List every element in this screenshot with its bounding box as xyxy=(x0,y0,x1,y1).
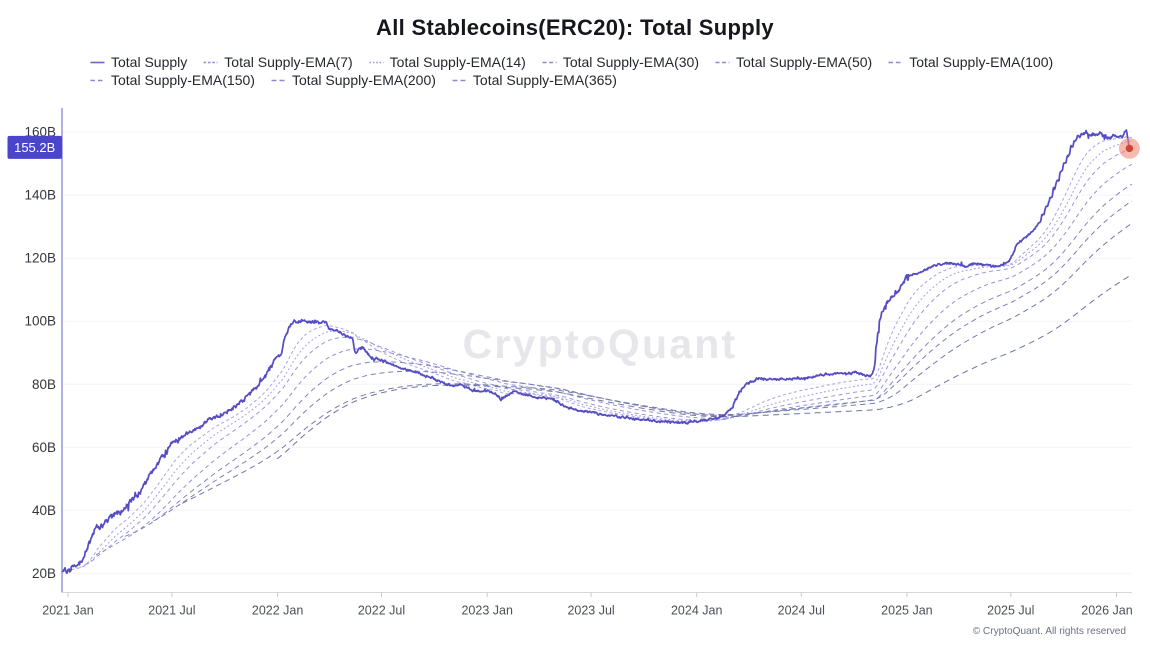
svg-text:60B: 60B xyxy=(32,440,56,455)
svg-text:2023 Jan: 2023 Jan xyxy=(461,604,512,618)
svg-text:80B: 80B xyxy=(32,377,56,392)
svg-text:CryptoQuant: CryptoQuant xyxy=(463,321,738,367)
svg-text:2024 Jul: 2024 Jul xyxy=(778,604,825,618)
svg-text:20B: 20B xyxy=(32,566,56,581)
svg-text:140B: 140B xyxy=(24,188,56,203)
svg-text:120B: 120B xyxy=(24,251,56,266)
svg-text:2025 Jul: 2025 Jul xyxy=(987,604,1034,618)
svg-text:155.2B: 155.2B xyxy=(14,140,55,155)
svg-text:160B: 160B xyxy=(24,125,56,140)
svg-text:2022 Jan: 2022 Jan xyxy=(252,604,303,618)
svg-text:2021 Jan: 2021 Jan xyxy=(42,604,93,618)
svg-text:2021 Jul: 2021 Jul xyxy=(148,604,195,618)
svg-text:© CryptoQuant. All rights rese: © CryptoQuant. All rights reserved xyxy=(973,626,1126,637)
svg-text:100B: 100B xyxy=(24,314,56,329)
svg-text:2023 Jul: 2023 Jul xyxy=(567,604,614,618)
svg-text:2022 Jul: 2022 Jul xyxy=(358,604,405,618)
svg-text:40B: 40B xyxy=(32,503,56,518)
svg-text:2024 Jan: 2024 Jan xyxy=(671,604,722,618)
svg-text:2025 Jan: 2025 Jan xyxy=(881,604,932,618)
svg-text:2026 Jan: 2026 Jan xyxy=(1081,604,1132,618)
